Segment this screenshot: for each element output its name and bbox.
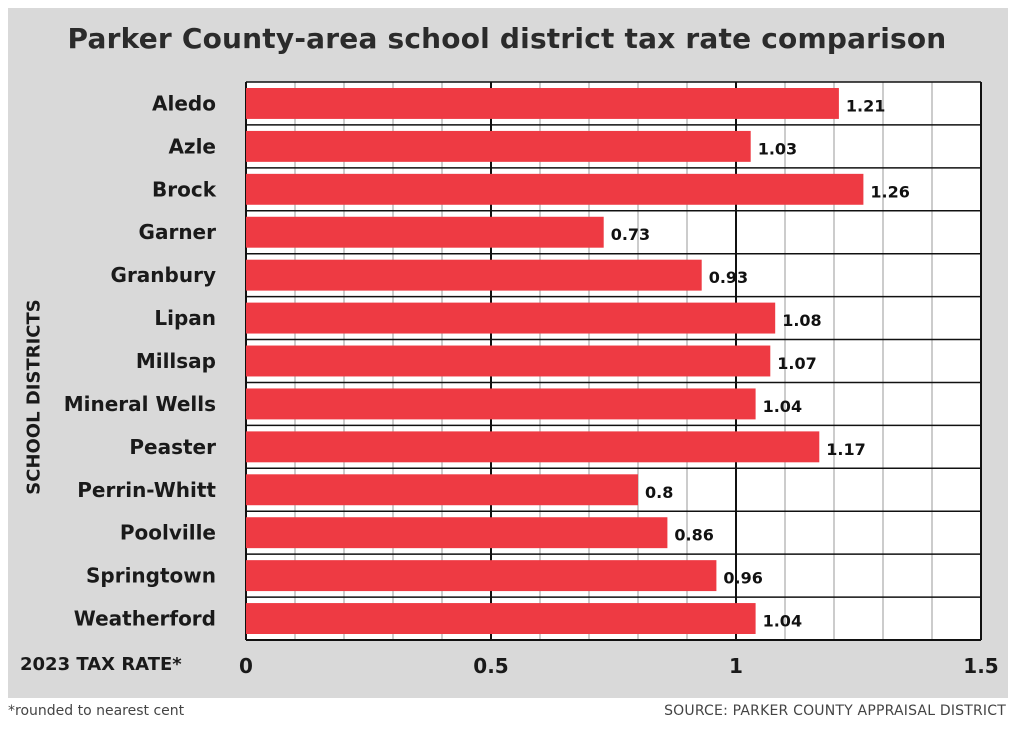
bar-value-label: 1.08: [782, 311, 821, 330]
category-label: Springtown: [86, 564, 216, 588]
bar-value-label: 1.04: [763, 612, 802, 631]
bar: [246, 302, 776, 334]
bar: [246, 216, 604, 248]
bar: [246, 388, 756, 420]
bar-value-label: 1.03: [758, 139, 797, 158]
bar: [246, 560, 717, 592]
bar-value-label: 1.21: [846, 96, 885, 115]
source-credit: SOURCE: PARKER COUNTY APPRAISAL DISTRICT: [664, 703, 1006, 719]
bar-value-label: 0.8: [645, 483, 673, 502]
category-label: Poolville: [120, 521, 216, 545]
bar: [246, 88, 839, 119]
category-label: Lipan: [154, 306, 216, 330]
bar-value-label: 0.86: [674, 526, 713, 545]
bar: [246, 517, 668, 549]
category-label: Millsap: [136, 349, 216, 373]
bar: [246, 603, 756, 634]
category-label: Granbury: [111, 263, 216, 287]
bar: [246, 431, 820, 463]
bar: [246, 130, 751, 162]
category-label: Peaster: [129, 435, 216, 459]
category-label: Garner: [139, 220, 217, 244]
category-label: Azle: [168, 134, 216, 158]
bar-value-label: 1.07: [777, 354, 816, 373]
bar-value-label: 1.26: [870, 182, 909, 201]
bar: [246, 259, 702, 291]
bar-value-label: 1.04: [763, 397, 802, 416]
x-tick-label: 0: [239, 654, 253, 678]
chart-title: Parker County-area school district tax r…: [67, 22, 947, 55]
x-tick-label: 1.5: [963, 654, 998, 678]
bar-value-label: 0.93: [709, 268, 748, 287]
category-label: Aledo: [152, 91, 216, 115]
bar-value-label: 0.73: [611, 225, 650, 244]
x-axis-label: 2023 TAX RATE*: [20, 654, 182, 675]
x-tick-label: 1: [729, 654, 743, 678]
category-label: Weatherford: [74, 607, 216, 631]
bar: [246, 345, 771, 377]
bar: [246, 474, 638, 506]
category-label: Mineral Wells: [64, 392, 216, 416]
bar-value-label: 1.17: [826, 440, 865, 459]
category-label: Perrin-Whitt: [77, 478, 216, 502]
bar-value-label: 0.96: [723, 569, 762, 588]
bar: [246, 173, 864, 205]
footnote: *rounded to nearest cent: [8, 703, 185, 719]
x-tick-label: 0.5: [473, 654, 508, 678]
category-label: Brock: [152, 177, 217, 201]
